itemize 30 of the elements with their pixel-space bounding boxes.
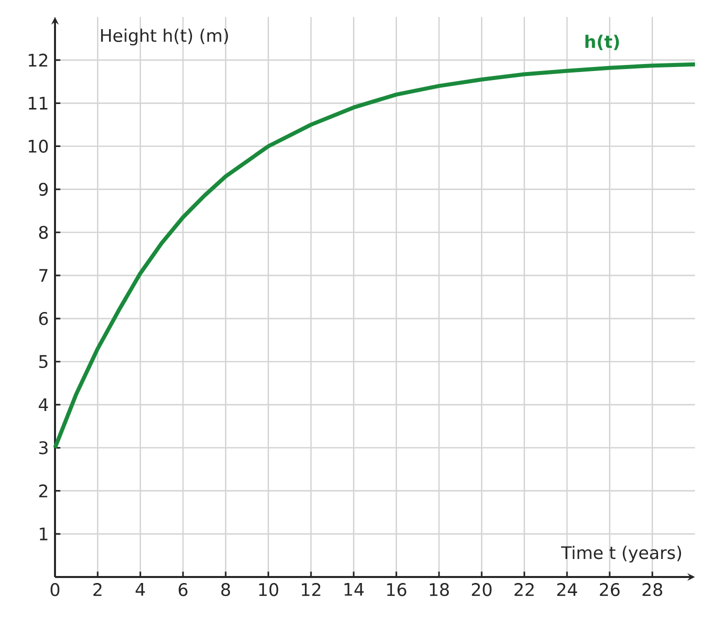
x-tick-label: 28: [642, 583, 662, 596]
x-axis-title: Time t (years): [561, 546, 682, 563]
x-tick-label: 26: [600, 583, 620, 596]
y-tick-label: 2: [39, 484, 48, 498]
y-tick-label: 8: [39, 226, 48, 239]
x-tick-label: 20: [472, 583, 492, 596]
x-tick-label: 4: [136, 583, 145, 596]
y-tick-label: 3: [39, 441, 48, 454]
x-tick-label: 18: [430, 583, 449, 596]
y-tick-label: 7: [39, 269, 48, 282]
x-tick-label: 2: [93, 583, 102, 596]
y-tick-label: 5: [39, 355, 48, 368]
x-tick-label: 24: [557, 583, 578, 596]
y-axis-title: Height h(t) (m): [101, 28, 228, 46]
y-tick-label: 11: [28, 96, 48, 110]
x-tick-label: 22: [514, 583, 534, 596]
x-tick-label: 10: [259, 583, 278, 596]
y-tick-label: 12: [28, 54, 48, 67]
x-tick-label: 16: [387, 583, 406, 596]
y-tick-label: 4: [38, 398, 48, 412]
x-tick-label: 8: [221, 583, 230, 596]
x-tick-label: 12: [302, 583, 320, 596]
y-tick-label: 6: [39, 312, 48, 326]
y-tick-label: 10: [28, 140, 48, 153]
x-tick-label: 14: [344, 583, 364, 596]
y-tick-label: 9: [39, 182, 48, 196]
x-tick-label: 6: [178, 583, 188, 596]
x-tick-label: 0: [50, 583, 60, 596]
y-tick-label: 1: [40, 528, 48, 540]
series-label: h(t): [585, 34, 619, 50]
